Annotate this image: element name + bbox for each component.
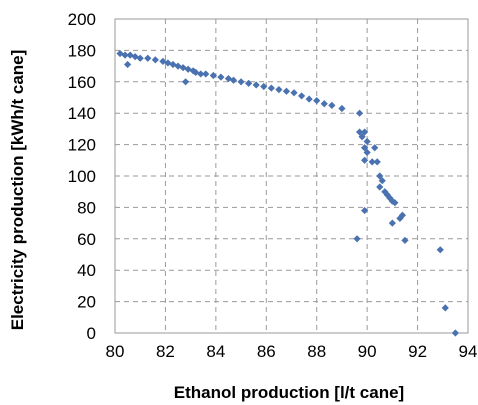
data-point: [353, 235, 361, 243]
x-tick-label: 86: [257, 342, 276, 361]
data-point: [376, 172, 384, 180]
data-point: [361, 206, 369, 215]
data-point: [361, 156, 369, 164]
data-point: [368, 158, 376, 166]
x-tick-label: 94: [459, 342, 478, 361]
data-point: [179, 64, 187, 72]
data-point: [217, 73, 225, 81]
y-tick-label: 100: [68, 167, 96, 186]
data-point: [396, 214, 404, 222]
y-tick-label: 80: [77, 198, 96, 217]
data-point: [136, 54, 144, 62]
x-tick-label: 80: [106, 342, 125, 361]
data-point: [363, 148, 371, 157]
grid-layer: [114, 18, 469, 334]
data-point: [202, 70, 210, 78]
data-point: [355, 109, 364, 117]
data-point: [358, 133, 366, 141]
y-tick-label: 180: [68, 41, 96, 60]
data-point: [371, 144, 379, 152]
data-point: [378, 177, 386, 185]
data-point: [388, 197, 396, 205]
data-point: [124, 60, 132, 69]
data-point: [229, 76, 238, 84]
y-tick-label: 60: [77, 230, 96, 249]
data-point: [121, 51, 129, 59]
data-point: [451, 329, 459, 337]
data-point: [373, 158, 381, 166]
x-tick-label: 84: [206, 342, 225, 361]
y-axis-title: Electricity production [kWh/t cane]: [8, 50, 27, 331]
data-point: [297, 92, 306, 100]
data-point: [381, 188, 389, 196]
data-point: [313, 97, 321, 105]
y-tick-label: 20: [77, 293, 96, 312]
data-point: [275, 86, 283, 94]
data-point: [401, 236, 409, 244]
x-axis-title: Ethanol production [l/t cane]: [174, 383, 404, 402]
x-tick-label: 88: [307, 342, 326, 361]
data-point: [252, 81, 260, 89]
tick-labels: 80 82 84 86 88 90 92 94 0 20 40 60 80 100 120 140 160 180…: [68, 10, 478, 361]
data-point: [361, 144, 369, 152]
data-point: [391, 199, 399, 207]
data-point: [305, 95, 313, 103]
data-point: [320, 100, 328, 108]
data-point: [328, 101, 336, 109]
data-point: [398, 211, 407, 219]
data-point: [376, 183, 384, 191]
data-point: [338, 104, 346, 113]
data-point: [260, 82, 268, 91]
x-tick-label: 90: [358, 342, 377, 361]
data-point: [245, 79, 253, 87]
data-point: [436, 246, 444, 254]
data-point: [363, 137, 371, 146]
data-point: [355, 128, 364, 136]
data-point: [361, 128, 369, 136]
data-point: [209, 71, 217, 80]
y-tick-label: 0: [87, 324, 96, 343]
data-point: [388, 219, 396, 227]
y-tick-label: 200: [68, 10, 96, 29]
x-tick-label: 82: [156, 342, 175, 361]
data-point: [290, 89, 298, 97]
data-point: [151, 56, 159, 64]
data-point: [282, 87, 291, 95]
data-point: [237, 78, 245, 86]
data-point: [144, 54, 152, 62]
y-tick-label: 160: [68, 73, 96, 92]
data-point: [267, 84, 275, 92]
data-point: [182, 78, 190, 86]
data-points: [116, 49, 459, 337]
y-tick-label: 120: [68, 136, 96, 155]
y-tick-label: 40: [77, 261, 96, 280]
y-tick-label: 140: [68, 104, 96, 123]
data-point: [441, 304, 449, 312]
data-point: [197, 70, 205, 78]
x-tick-label: 92: [408, 342, 427, 361]
